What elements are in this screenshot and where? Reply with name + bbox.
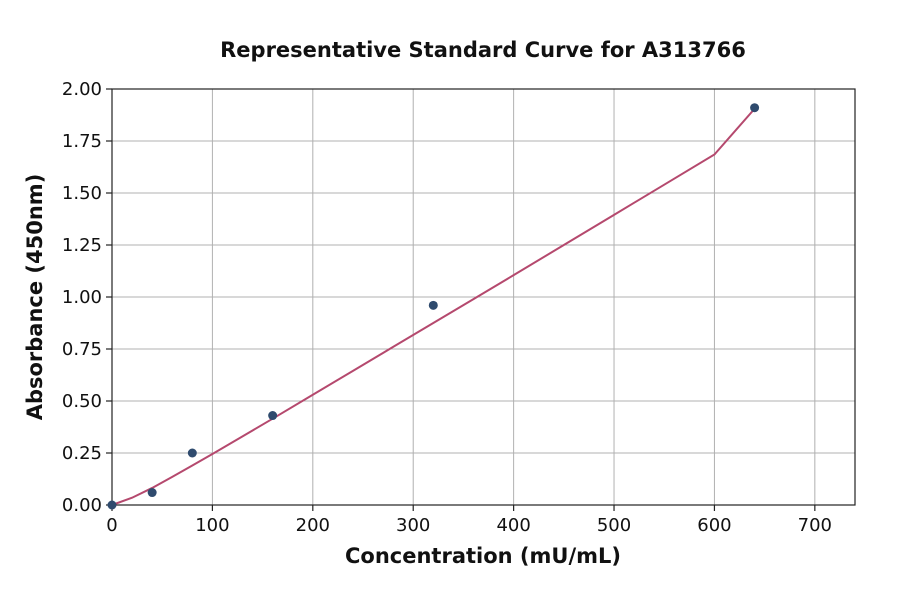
y-tick-label: 1.75 — [62, 131, 102, 152]
data-point — [268, 411, 278, 421]
y-tick-label: 0.00 — [62, 495, 102, 516]
y-tick-label: 1.50 — [62, 183, 102, 204]
data-point — [147, 488, 157, 498]
x-tick-label: 600 — [697, 515, 731, 536]
y-tick-label: 0.25 — [62, 443, 102, 464]
x-tick-label: 100 — [195, 515, 229, 536]
y-tick-label: 1.00 — [62, 287, 102, 308]
data-point — [750, 103, 760, 113]
y-tick-label: 1.25 — [62, 235, 102, 256]
y-tick-label: 0.75 — [62, 339, 102, 360]
data-point — [107, 500, 117, 510]
grid-lines — [111, 88, 855, 506]
y-axis-label: Absorbance (450nm) — [23, 174, 47, 421]
x-tick-label: 0 — [106, 515, 117, 536]
x-tick-label: 500 — [597, 515, 631, 536]
y-tick-label: 2.00 — [62, 79, 102, 100]
x-tick-label: 200 — [296, 515, 330, 536]
chart-title: Representative Standard Curve for A31376… — [220, 38, 746, 62]
x-tick-label: 300 — [396, 515, 430, 536]
x-axis-label: Concentration (mU/mL) — [345, 544, 621, 568]
y-tick-label: 0.50 — [62, 391, 102, 412]
fit-curve-line — [111, 108, 756, 506]
data-point — [187, 448, 197, 458]
data-points-layer — [107, 103, 760, 510]
data-point — [428, 300, 438, 310]
x-tick-label: 700 — [798, 515, 832, 536]
fit-curve-layer — [111, 108, 756, 506]
x-tick-label: 400 — [496, 515, 530, 536]
axes: 0 100 200 300 400 500 600 700 0.00 0.25 0.50 0.75 1.… — [62, 79, 856, 536]
